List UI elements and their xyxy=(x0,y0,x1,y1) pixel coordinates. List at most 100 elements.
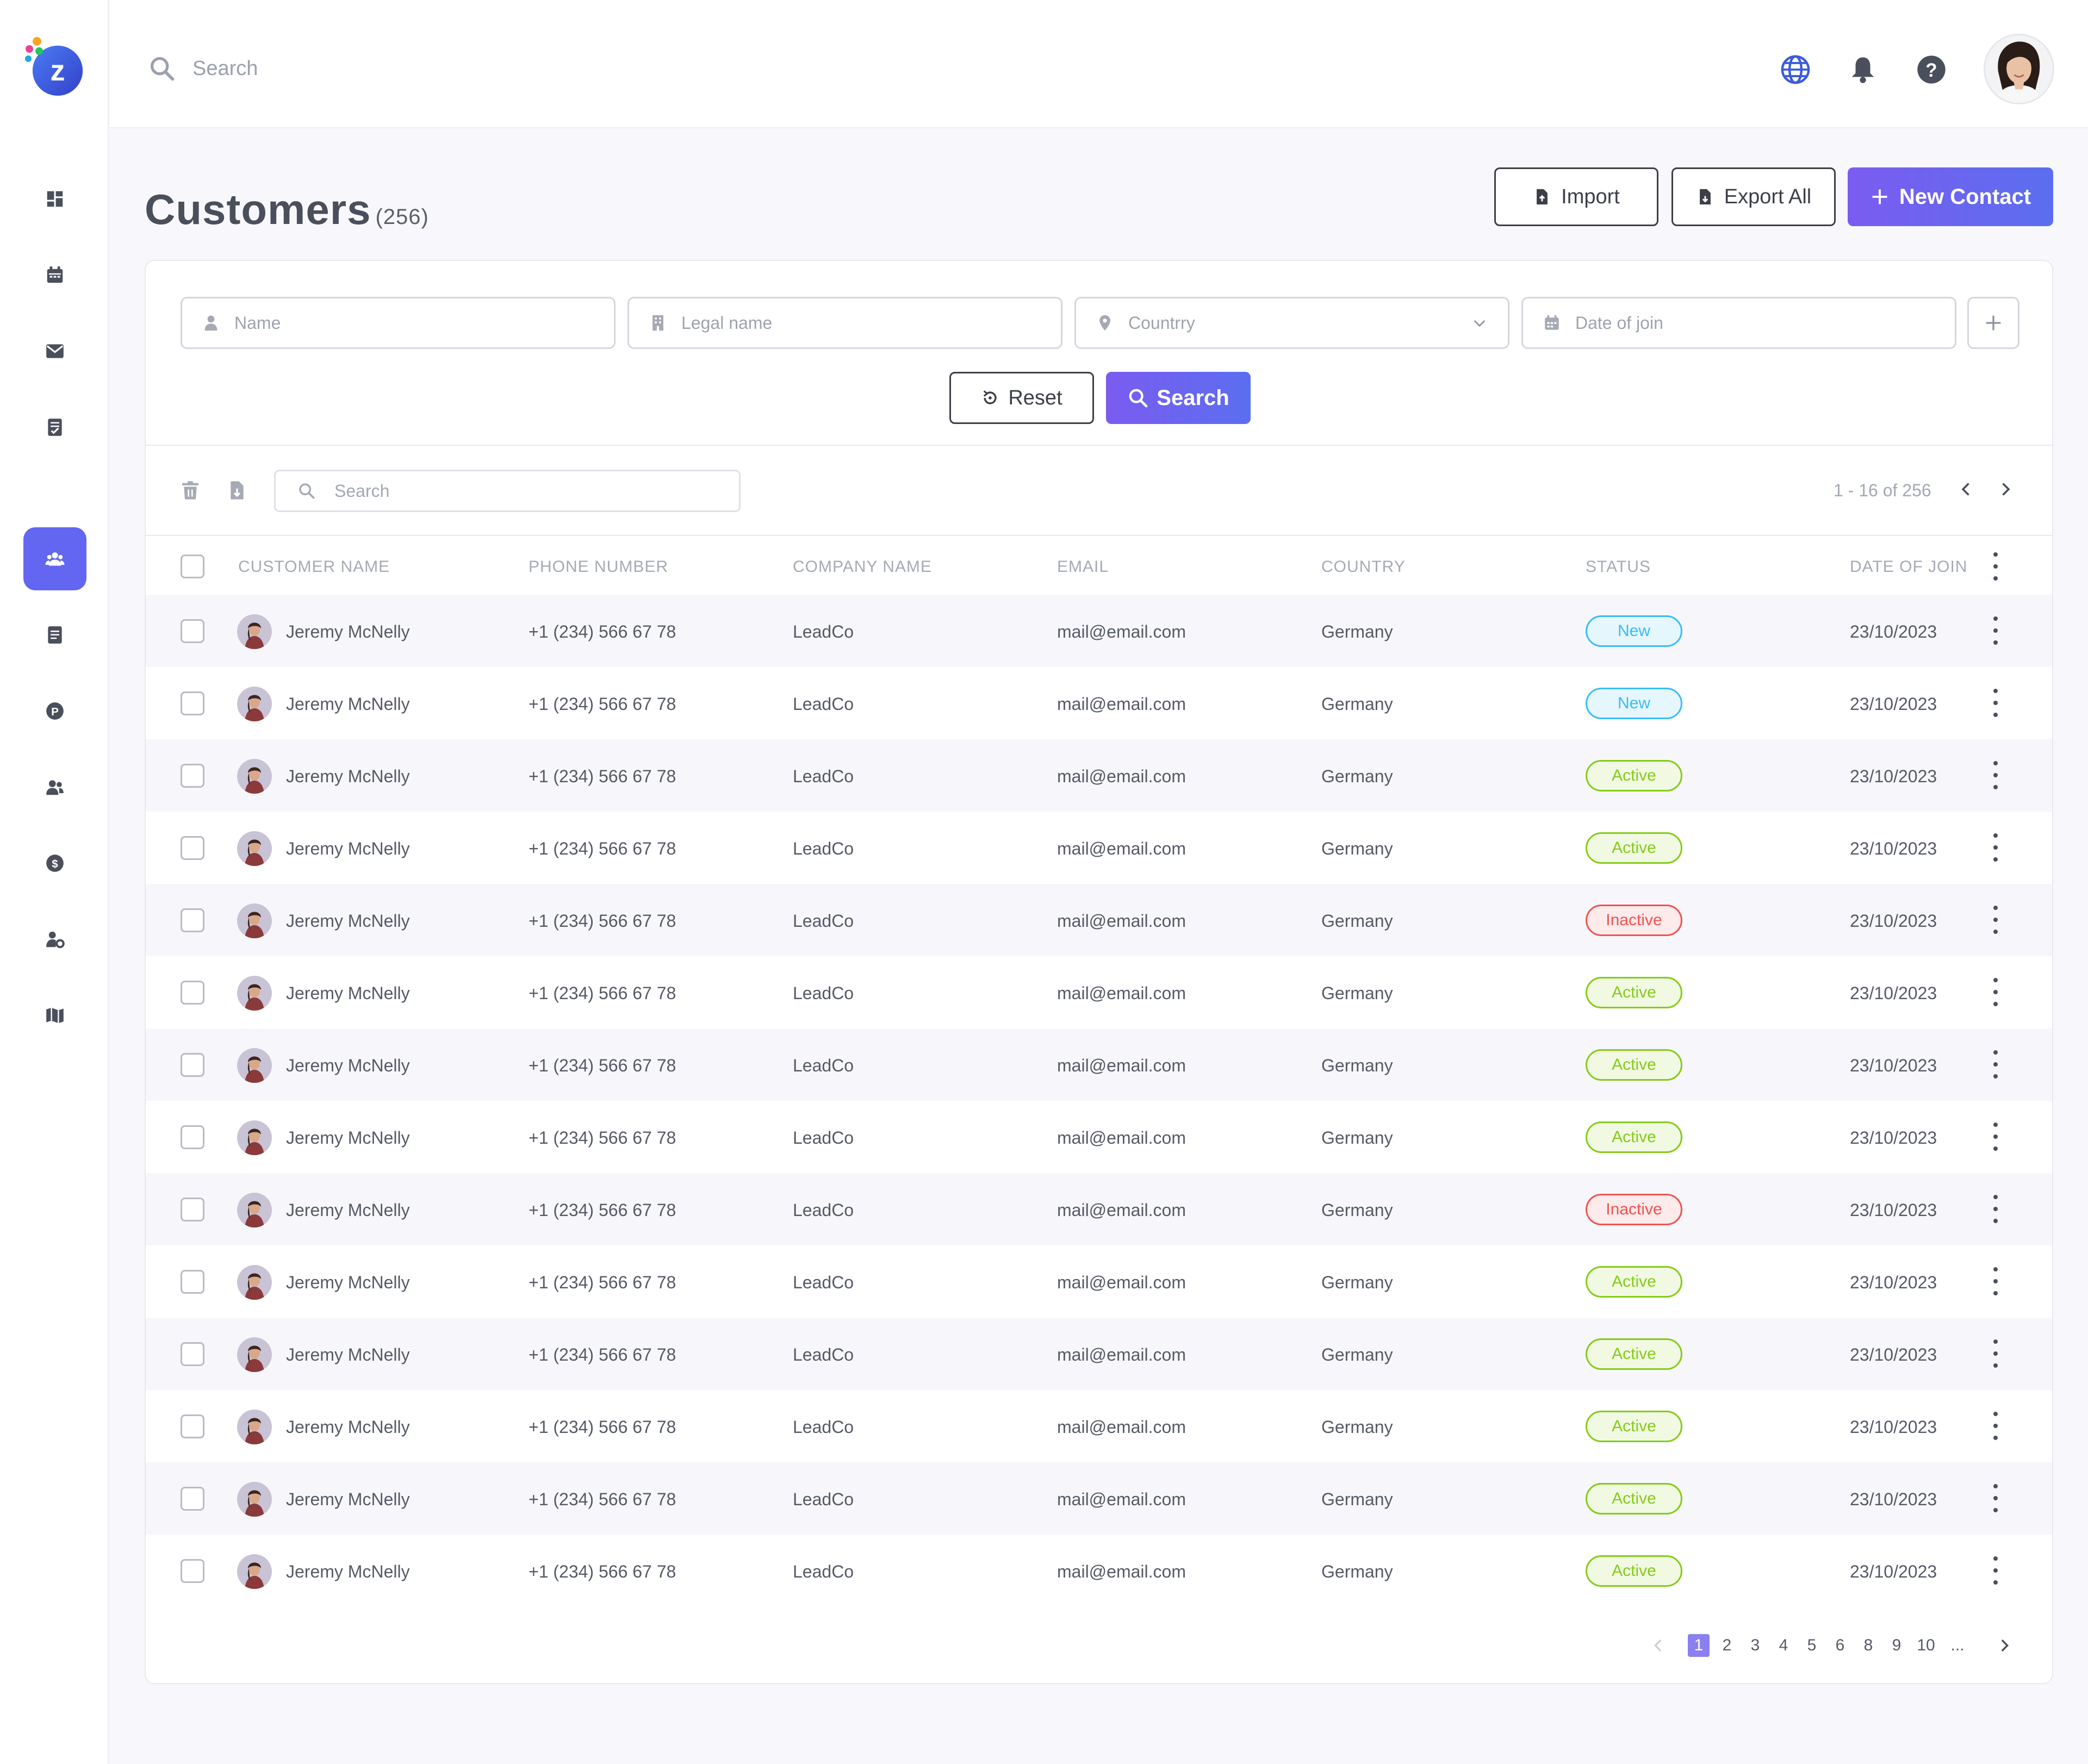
row-checkbox[interactable] xyxy=(181,908,204,932)
app-logo[interactable]: z xyxy=(23,33,90,100)
row-actions-icon[interactable] xyxy=(1990,1339,2001,1368)
prev-page-icon[interactable] xyxy=(1954,477,1978,501)
customer-name-cell[interactable]: Jeremy McNelly xyxy=(286,1562,410,1581)
row-actions-icon[interactable] xyxy=(1990,906,2001,934)
language-globe-icon[interactable] xyxy=(1779,53,1812,86)
row-actions-icon[interactable] xyxy=(1990,616,2001,645)
date-of-join-filter-field[interactable]: Date of join xyxy=(1521,297,1956,349)
pagination-page-1[interactable]: 1 xyxy=(1688,1634,1710,1657)
select-all-checkbox[interactable] xyxy=(181,554,204,578)
table-row[interactable]: Jeremy McNelly +1 (234) 566 67 78 LeadCo ma… xyxy=(146,667,2052,739)
column-options-icon[interactable] xyxy=(1990,552,2001,581)
user-avatar[interactable] xyxy=(1984,34,2054,104)
row-checkbox[interactable] xyxy=(181,1125,204,1149)
pagination-page-8[interactable]: 8 xyxy=(1863,1636,1873,1654)
add-filter-button[interactable] xyxy=(1967,297,2019,349)
table-row[interactable]: Jeremy McNelly +1 (234) 566 67 78 LeadCo ma… xyxy=(146,739,2052,812)
row-checkbox[interactable] xyxy=(181,1053,204,1077)
column-header-country[interactable]: COUNTRY xyxy=(1321,558,1406,576)
export-file-icon[interactable] xyxy=(225,478,249,502)
nav-document-icon[interactable] xyxy=(23,603,86,666)
next-page-icon[interactable] xyxy=(1993,477,2017,501)
customer-name-cell[interactable]: Jeremy McNelly xyxy=(286,1273,410,1292)
pagination-prev-icon[interactable] xyxy=(1648,1634,1669,1657)
customer-name-cell[interactable]: Jeremy McNelly xyxy=(286,911,410,931)
nav-contacts-icon[interactable] xyxy=(23,756,86,819)
table-row[interactable]: Jeremy McNelly +1 (234) 566 67 78 LeadCo ma… xyxy=(146,1535,2052,1607)
search-button[interactable]: Search xyxy=(1106,372,1251,424)
row-actions-icon[interactable] xyxy=(1990,1195,2001,1223)
nav-tasks-icon[interactable] xyxy=(23,396,86,459)
row-actions-icon[interactable] xyxy=(1990,689,2001,717)
row-actions-icon[interactable] xyxy=(1990,1484,2001,1512)
row-actions-icon[interactable] xyxy=(1990,1123,2001,1151)
table-row[interactable]: Jeremy McNelly +1 (234) 566 67 78 LeadCo ma… xyxy=(146,1245,2052,1318)
nav-mail-icon[interactable] xyxy=(23,320,86,383)
column-header-date-of-join[interactable]: DATE OF JOIN xyxy=(1850,558,1968,576)
nav-user-settings-icon[interactable] xyxy=(23,908,86,971)
row-actions-icon[interactable] xyxy=(1990,1412,2001,1440)
table-row[interactable]: Jeremy McNelly +1 (234) 566 67 78 LeadCo ma… xyxy=(146,1029,2052,1101)
customer-name-cell[interactable]: Jeremy McNelly xyxy=(286,1128,410,1148)
pagination-page-3[interactable]: 3 xyxy=(1750,1636,1760,1654)
country-filter-select[interactable]: Countrry xyxy=(1074,297,1509,349)
table-row[interactable]: Jeremy McNelly +1 (234) 566 67 78 LeadCo ma… xyxy=(146,1390,2052,1462)
row-checkbox[interactable] xyxy=(181,1198,204,1221)
nav-dashboard-icon[interactable] xyxy=(23,167,86,230)
row-checkbox[interactable] xyxy=(181,1559,204,1583)
notification-bell-icon[interactable] xyxy=(1847,53,1879,86)
delete-icon[interactable] xyxy=(178,478,202,502)
customer-name-cell[interactable]: Jeremy McNelly xyxy=(286,1200,410,1220)
column-header-customer-name[interactable]: CUSTOMER NAME xyxy=(238,558,390,576)
table-row[interactable]: Jeremy McNelly +1 (234) 566 67 78 LeadCo ma… xyxy=(146,1318,2052,1390)
table-row[interactable]: Jeremy McNelly +1 (234) 566 67 78 LeadCo ma… xyxy=(146,884,2052,956)
table-row[interactable]: Jeremy McNelly +1 (234) 566 67 78 LeadCo ma… xyxy=(146,812,2052,884)
row-actions-icon[interactable] xyxy=(1990,978,2001,1006)
customer-name-cell[interactable]: Jeremy McNelly xyxy=(286,622,410,641)
pagination-page-10[interactable]: 10 xyxy=(1917,1636,1935,1654)
customer-name-cell[interactable]: Jeremy McNelly xyxy=(286,694,410,714)
row-actions-icon[interactable] xyxy=(1990,1050,2001,1079)
customer-name-cell[interactable]: Jeremy McNelly xyxy=(286,1489,410,1509)
table-row[interactable]: Jeremy McNelly +1 (234) 566 67 78 LeadCo ma… xyxy=(146,1173,2052,1245)
customer-name-cell[interactable]: Jeremy McNelly xyxy=(286,1345,410,1364)
name-filter-field[interactable]: Name xyxy=(181,297,616,349)
table-row[interactable]: Jeremy McNelly +1 (234) 566 67 78 LeadCo ma… xyxy=(146,1101,2052,1173)
row-checkbox[interactable] xyxy=(181,1414,204,1438)
column-header-phone-number[interactable]: PHONE NUMBER xyxy=(529,558,669,576)
row-actions-icon[interactable] xyxy=(1990,833,2001,862)
global-search-input[interactable] xyxy=(192,52,519,85)
table-row[interactable]: Jeremy McNelly +1 (234) 566 67 78 LeadCo ma… xyxy=(146,1462,2052,1535)
row-checkbox[interactable] xyxy=(181,1487,204,1511)
pagination-page-9[interactable]: 9 xyxy=(1892,1636,1901,1654)
new-contact-button[interactable]: New Contact xyxy=(1848,167,2053,226)
table-search-field[interactable]: Search xyxy=(274,470,741,512)
pagination-page-2[interactable]: 2 xyxy=(1722,1636,1732,1654)
pagination-next-icon[interactable] xyxy=(1993,1634,2015,1657)
row-checkbox[interactable] xyxy=(181,1270,204,1294)
customer-name-cell[interactable]: Jeremy McNelly xyxy=(286,1417,410,1437)
column-header-status[interactable]: STATUS xyxy=(1586,558,1651,576)
row-checkbox[interactable] xyxy=(181,764,204,788)
table-row[interactable]: Jeremy McNelly +1 (234) 566 67 78 LeadCo ma… xyxy=(146,595,2052,667)
row-actions-icon[interactable] xyxy=(1990,761,2001,789)
pagination-page-5[interactable]: 5 xyxy=(1807,1636,1817,1654)
row-checkbox[interactable] xyxy=(181,836,204,860)
pagination-page-4[interactable]: 4 xyxy=(1779,1636,1788,1654)
reset-button[interactable]: Reset xyxy=(949,372,1094,424)
nav-customers-icon[interactable] xyxy=(23,527,86,590)
row-checkbox[interactable] xyxy=(181,619,204,643)
import-button[interactable]: Import xyxy=(1494,167,1658,226)
legal-name-filter-field[interactable]: Legal name xyxy=(627,297,1062,349)
table-row[interactable]: Jeremy McNelly +1 (234) 566 67 78 LeadCo ma… xyxy=(146,956,2052,1029)
customer-name-cell[interactable]: Jeremy McNelly xyxy=(286,839,410,858)
row-actions-icon[interactable] xyxy=(1990,1556,2001,1585)
nav-calendar-icon[interactable] xyxy=(23,244,86,307)
nav-dollar-icon[interactable]: $ xyxy=(23,832,86,895)
column-header-email[interactable]: EMAIL xyxy=(1057,558,1109,576)
export-all-button[interactable]: Export All xyxy=(1671,167,1836,226)
help-icon[interactable]: ? xyxy=(1915,53,1948,86)
column-header-company-name[interactable]: COMPANY NAME xyxy=(793,558,932,576)
customer-name-cell[interactable]: Jeremy McNelly xyxy=(286,983,410,1003)
row-checkbox[interactable] xyxy=(181,691,204,715)
